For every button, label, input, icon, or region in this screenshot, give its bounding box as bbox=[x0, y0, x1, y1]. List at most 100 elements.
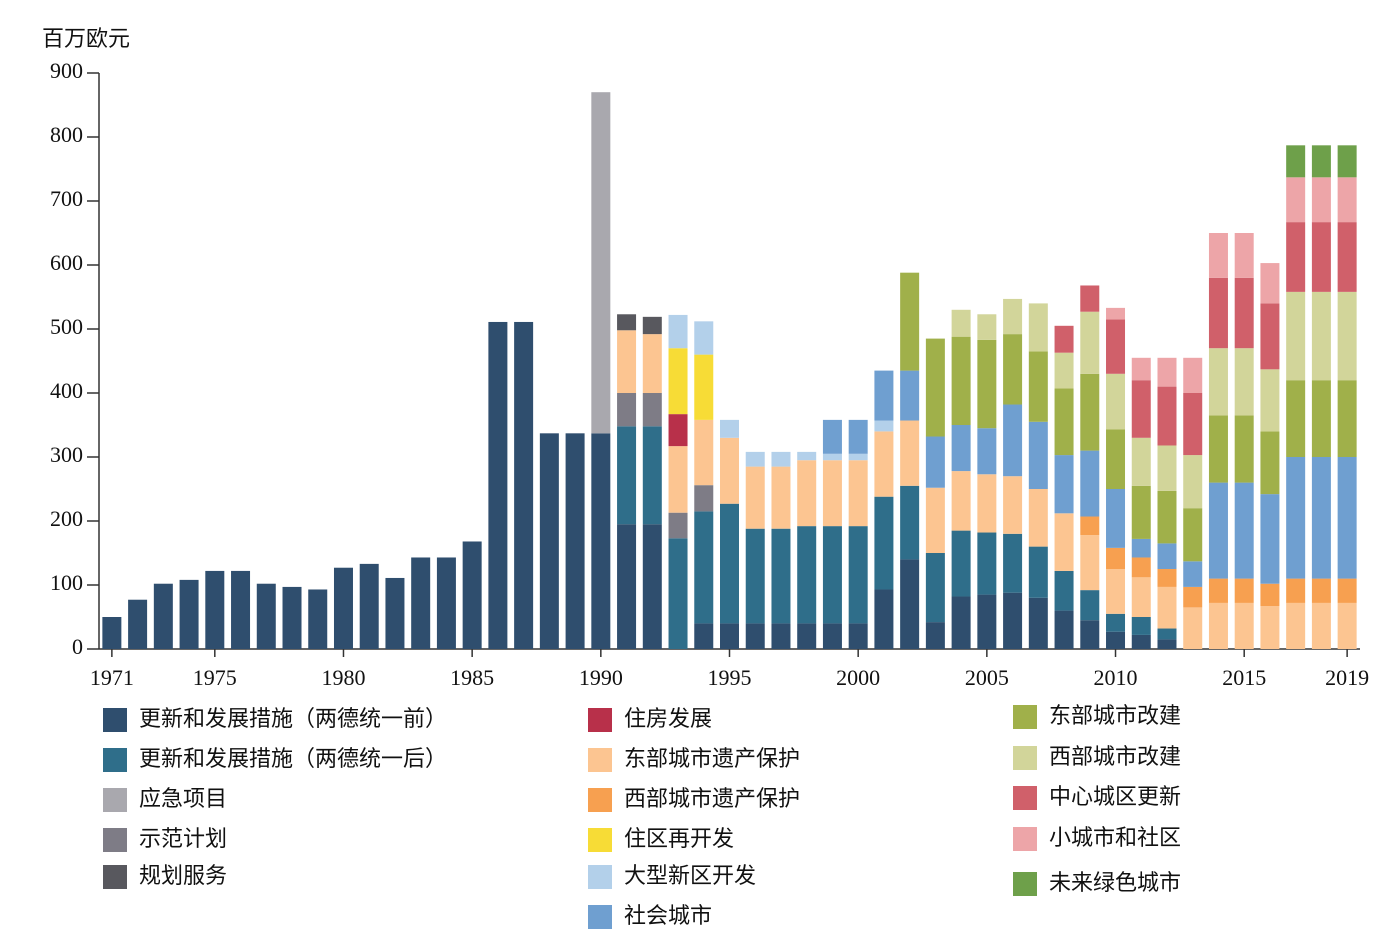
bar-segment bbox=[1311, 291, 1331, 381]
bar-segment bbox=[745, 466, 765, 529]
bar-segment bbox=[1054, 352, 1074, 389]
bar-segment bbox=[874, 431, 894, 497]
bar-segment bbox=[1080, 590, 1100, 621]
bar-segment bbox=[1286, 578, 1306, 603]
bar-segment bbox=[797, 526, 817, 624]
bar-segment bbox=[642, 524, 662, 649]
legend-label: 东部城市改建 bbox=[1049, 704, 1181, 729]
bar-segment bbox=[1131, 357, 1151, 381]
bar-segment bbox=[694, 511, 714, 624]
bar-segment bbox=[1286, 291, 1306, 381]
bar-segment bbox=[1157, 543, 1177, 569]
bar-segment bbox=[642, 426, 662, 525]
legend-label: 示范计划 bbox=[139, 827, 227, 852]
bar-segment bbox=[514, 321, 534, 649]
bar-segment bbox=[925, 553, 945, 623]
bar-segment bbox=[668, 314, 688, 349]
bar-segment bbox=[977, 532, 997, 595]
bar-segment bbox=[1157, 490, 1177, 544]
bar-segment bbox=[128, 599, 148, 649]
bar-segment bbox=[1337, 457, 1357, 579]
bar-segment bbox=[1208, 348, 1228, 416]
legend-label: 社会城市 bbox=[624, 904, 712, 929]
bar-segment bbox=[1106, 613, 1126, 632]
bar-segment bbox=[1183, 357, 1203, 393]
bar-segment bbox=[1260, 263, 1280, 304]
bar-segment bbox=[720, 419, 739, 438]
bar-segment bbox=[771, 451, 791, 467]
bar-segment bbox=[436, 557, 456, 649]
x-tick-label: 1990 bbox=[579, 665, 623, 690]
bar-segment bbox=[642, 393, 662, 427]
bar-segment bbox=[1260, 606, 1280, 649]
bar-segment bbox=[848, 623, 868, 649]
legend-label: 小城市和社区 bbox=[1049, 826, 1181, 851]
bar-segment bbox=[1157, 639, 1177, 649]
bar-segment bbox=[1260, 431, 1280, 495]
bar-segment bbox=[977, 339, 997, 429]
legend-label: 东部城市遗产保护 bbox=[624, 747, 800, 772]
bar-segment bbox=[1208, 415, 1228, 483]
bar-segment bbox=[1054, 513, 1074, 571]
bar-segment bbox=[848, 453, 868, 461]
bar-segment bbox=[925, 338, 945, 437]
x-tick-label: 2010 bbox=[1094, 665, 1138, 690]
bar-segment bbox=[822, 453, 842, 461]
x-tick-label: 2015 bbox=[1222, 665, 1266, 690]
bar-segment bbox=[617, 426, 637, 525]
bar-segment bbox=[977, 474, 997, 533]
bar-segment bbox=[333, 567, 353, 649]
legend-swatch bbox=[1013, 705, 1037, 729]
bar-segment bbox=[1131, 380, 1151, 438]
bar-segment bbox=[1106, 373, 1126, 430]
y-tick-label: 200 bbox=[50, 506, 83, 531]
legend-label: 规划服务 bbox=[139, 864, 227, 889]
bar-segment bbox=[1183, 561, 1203, 587]
bar-segment bbox=[951, 336, 971, 425]
legend-label: 更新和发展措施（两德统一前） bbox=[139, 707, 447, 732]
bar-segment bbox=[720, 623, 739, 649]
bar-segment bbox=[385, 577, 405, 649]
x-tick-label: 1980 bbox=[321, 665, 365, 690]
bar-segment bbox=[1157, 386, 1177, 446]
bar-segment bbox=[668, 538, 688, 649]
y-tick-label: 400 bbox=[50, 378, 83, 403]
bar-segment bbox=[848, 460, 868, 527]
bar-segment bbox=[1080, 373, 1100, 451]
bar-segment bbox=[1311, 177, 1331, 223]
bar-segment bbox=[1311, 602, 1331, 649]
bar-segment bbox=[1054, 388, 1074, 456]
bar-segment bbox=[900, 559, 920, 649]
y-axis-title: 百万欧元 bbox=[42, 27, 130, 52]
y-tick-label: 0 bbox=[72, 634, 83, 659]
legend-swatch bbox=[588, 828, 612, 852]
x-tick-label: 1985 bbox=[450, 665, 494, 690]
legend-swatch bbox=[588, 865, 612, 889]
bar-segment bbox=[1337, 145, 1357, 178]
legend-swatch bbox=[588, 708, 612, 732]
bar-segment bbox=[848, 419, 868, 454]
bar-segment bbox=[1311, 145, 1331, 178]
bar-segment bbox=[1208, 233, 1228, 278]
bar-segment bbox=[1054, 325, 1074, 353]
bar-segment bbox=[411, 557, 431, 649]
legend-swatch bbox=[103, 748, 127, 772]
bar-segment bbox=[1131, 634, 1151, 649]
bar-segment bbox=[642, 316, 662, 335]
bar-segment bbox=[1183, 586, 1203, 608]
bar-segment bbox=[951, 309, 971, 337]
bar-segment bbox=[900, 485, 920, 560]
bar-segment bbox=[1234, 415, 1254, 483]
bar-segment bbox=[1106, 429, 1126, 489]
bar-segment bbox=[771, 528, 791, 624]
bar-segment bbox=[1106, 631, 1126, 649]
bar-segment bbox=[951, 471, 971, 531]
bar-segment bbox=[720, 437, 739, 504]
bar-segment bbox=[488, 321, 508, 649]
bar-segment bbox=[1028, 351, 1048, 422]
bar-segment bbox=[1234, 602, 1254, 649]
bar-segment bbox=[179, 579, 199, 649]
bar-segment bbox=[1208, 602, 1228, 649]
bar-segment bbox=[565, 433, 585, 649]
